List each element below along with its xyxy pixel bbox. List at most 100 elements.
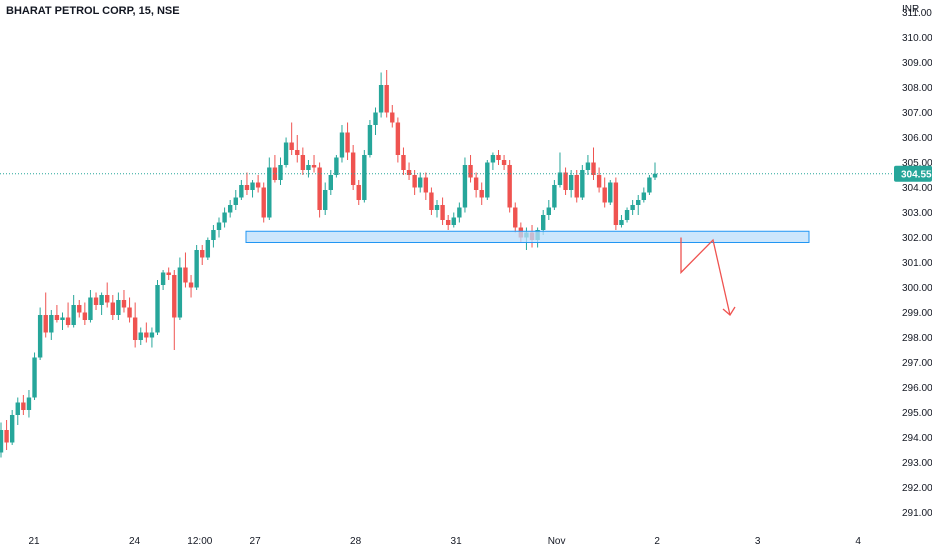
candle: [608, 180, 613, 205]
candle: [65, 302, 71, 328]
candle: [239, 180, 244, 200]
y-tick-label: 296.00: [902, 383, 932, 394]
candle: [183, 252, 188, 288]
candle: [390, 105, 395, 128]
candle: [323, 182, 328, 215]
support-zone[interactable]: [245, 230, 810, 243]
candle: [602, 177, 607, 208]
candle: [99, 292, 104, 315]
candle: [121, 290, 127, 313]
candle: [350, 145, 356, 190]
candle: [127, 297, 132, 323]
candle: [172, 270, 177, 350]
candle: [479, 182, 484, 205]
y-tick-label: 303.00: [902, 208, 932, 219]
x-tick-label: Nov: [548, 536, 566, 547]
x-tick-label: 21: [28, 536, 40, 547]
candle: [222, 207, 227, 228]
x-tick-label: 4: [855, 536, 861, 547]
candle: [211, 225, 216, 248]
candle: [362, 150, 367, 203]
candle: [295, 135, 300, 163]
candle: [311, 155, 317, 173]
x-tick-label: 12:00: [187, 536, 212, 547]
last-price-tag: 304.55: [894, 165, 932, 182]
candle: [255, 175, 261, 193]
candle: [166, 267, 171, 280]
candle: [32, 352, 37, 400]
candle: [367, 120, 373, 158]
candle: [378, 72, 384, 118]
candle: [77, 300, 82, 318]
candle: [457, 202, 462, 223]
candle: [93, 292, 99, 310]
candle: [194, 245, 199, 290]
candle: [445, 215, 451, 230]
candle: [177, 257, 183, 320]
candle: [283, 137, 289, 168]
y-tick-label: 309.00: [902, 58, 932, 69]
candle: [585, 155, 591, 175]
y-tick-label: 291.00: [902, 508, 932, 519]
candles-layer: [0, 70, 658, 458]
candle: [406, 162, 412, 180]
candle: [15, 397, 20, 425]
x-tick-label: 24: [129, 536, 141, 547]
candle: [149, 327, 155, 348]
candle: [501, 155, 507, 170]
candle: [373, 107, 378, 135]
candle: [468, 155, 473, 183]
candle: [401, 147, 406, 175]
candle: [490, 152, 496, 170]
candle: [440, 197, 445, 225]
currency-label: INR: [902, 4, 919, 15]
candle: [244, 172, 250, 195]
candle: [591, 147, 596, 180]
candle: [317, 162, 322, 218]
y-tick-label: 297.00: [902, 358, 932, 369]
candle: [227, 200, 233, 218]
candle: [144, 322, 149, 343]
candle: [339, 125, 345, 163]
y-tick-label: 300.00: [902, 283, 932, 294]
candle: [250, 180, 255, 198]
candle: [462, 157, 468, 213]
candle: [205, 237, 211, 260]
candle: [513, 202, 518, 233]
y-tick-label: 304.00: [902, 183, 932, 194]
candle: [4, 420, 9, 450]
chart-title: BHARAT PETROL CORP, 15, NSE: [6, 5, 180, 17]
candle: [60, 312, 65, 330]
price-axis[interactable]: INR 311.00 310.00 309.00 308.00 307.00 306.00…: [894, 4, 932, 519]
projection-arrowhead: [722, 306, 736, 316]
candle: [507, 160, 512, 213]
candle: [429, 187, 434, 215]
candle: [138, 327, 143, 345]
candle: [160, 270, 166, 290]
y-tick-label: 310.00: [902, 33, 932, 44]
time-axis[interactable]: 21 24 12:00 27 28 31 Nov 2 3 4: [28, 536, 861, 547]
candle: [557, 152, 563, 188]
candle: [423, 172, 429, 200]
projection-path[interactable]: [680, 237, 731, 316]
candle: [132, 302, 138, 348]
candle: [155, 280, 160, 335]
y-tick-label: 292.00: [902, 483, 932, 494]
candle: [568, 170, 574, 198]
drawings-layer: [0, 173, 893, 316]
candle: [261, 182, 266, 223]
candle: [306, 160, 311, 178]
x-tick-label: 27: [250, 536, 262, 547]
candle: [26, 390, 32, 418]
candle: [630, 200, 635, 215]
candle: [496, 150, 501, 165]
y-tick-label: 308.00: [902, 83, 932, 94]
candle: [552, 180, 557, 210]
candle: [21, 395, 26, 415]
y-tick-label: 298.00: [902, 333, 932, 344]
candle: [451, 212, 456, 228]
candle: [619, 215, 624, 228]
candle: [636, 195, 641, 215]
x-tick-label: 31: [451, 536, 463, 547]
